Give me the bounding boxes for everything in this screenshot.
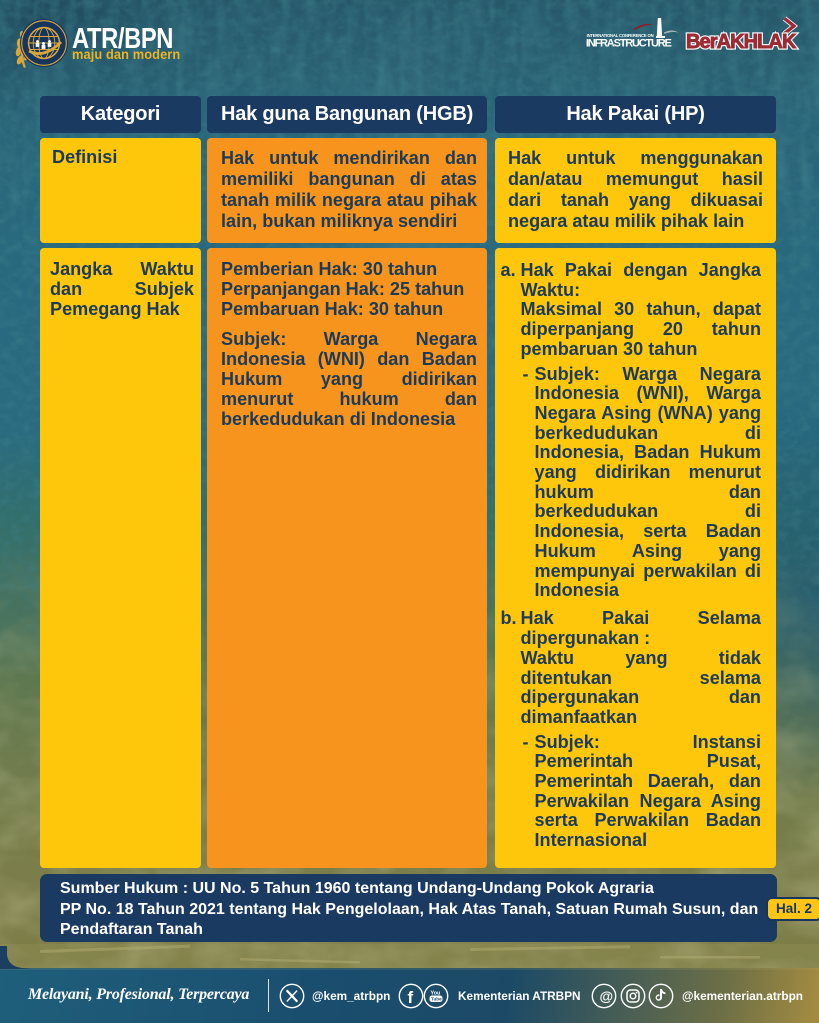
- svg-text:BerAKHLAK: BerAKHLAK: [686, 31, 797, 53]
- svg-text:You: You: [431, 991, 441, 997]
- svg-text:Tube: Tube: [431, 997, 442, 1002]
- svg-text:f: f: [408, 988, 414, 1007]
- svg-text:@: @: [600, 988, 614, 1004]
- svg-text:INTERNATIONAL CONFERENCE ON: INTERNATIONAL CONFERENCE ON: [587, 33, 654, 38]
- svg-text:INFRASTRUCTURE: INFRASTRUCTURE: [586, 38, 672, 50]
- svg-text:Kementerian ATRBPN: Kementerian ATRBPN: [458, 989, 581, 1003]
- svg-text:@kem_atrbpn: @kem_atrbpn: [312, 989, 390, 1003]
- svg-text:BerAKHLAK: BerAKHLAK: [686, 31, 797, 53]
- svg-text:@kementerian.atrbpn: @kementerian.atrbpn: [682, 989, 803, 1003]
